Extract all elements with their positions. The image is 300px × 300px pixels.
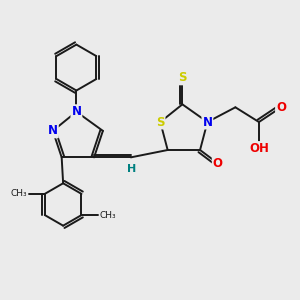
Text: N: N [48,124,58,137]
Text: N: N [202,116,212,128]
Text: S: S [156,116,165,128]
Text: OH: OH [249,142,269,155]
Text: CH₃: CH₃ [99,211,116,220]
Text: O: O [276,101,286,114]
Text: S: S [178,71,187,84]
Text: O: O [213,157,223,170]
Text: N: N [71,105,81,118]
Text: H: H [127,164,136,173]
Text: CH₃: CH₃ [11,189,27,198]
